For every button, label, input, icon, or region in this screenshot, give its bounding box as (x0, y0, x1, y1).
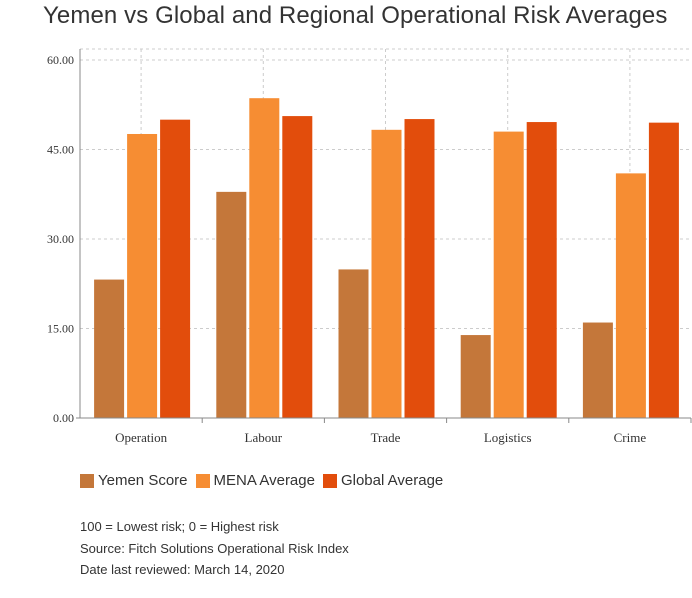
bar-mena-average (249, 98, 280, 418)
y-tick-label: 45.00 (47, 143, 74, 157)
legend-swatch-global (322, 473, 337, 488)
bar-yemen-score (216, 191, 247, 418)
source-note: Source: Fitch Solutions Operational Risk… (80, 540, 349, 556)
bar-yemen-score (582, 322, 613, 418)
bar-mena-average (493, 131, 524, 418)
legend-item-mena[interactable]: MENA Average (195, 472, 315, 489)
bar-yemen-score (94, 279, 125, 418)
legend: Yemen Score MENA Average Global Average (80, 472, 451, 489)
x-tick-label: Operation (115, 430, 167, 445)
bar-mena-average (615, 173, 646, 418)
legend-label-mena: MENA Average (213, 472, 315, 489)
bar-yemen-score (338, 269, 369, 418)
bar-global-average (526, 122, 557, 418)
legend-label-yemen: Yemen Score (98, 472, 188, 489)
bar-global-average (282, 116, 313, 418)
legend-item-yemen[interactable]: Yemen Score (80, 472, 188, 489)
bar-yemen-score (460, 335, 491, 418)
bar-global-average (648, 122, 679, 419)
bars (94, 98, 679, 419)
chart-title: Yemen vs Global and Regional Operational… (43, 2, 668, 29)
chart-notes: 100 = Lowest risk; 0 = Highest risk Sour… (80, 516, 349, 581)
legend-swatch-yemen (80, 473, 94, 488)
x-tick-label: Trade (371, 430, 401, 445)
y-tick-label: 30.00 (47, 232, 74, 246)
y-tick-label: 0.00 (53, 411, 74, 425)
legend-swatch-mena (195, 473, 210, 488)
bar-chart: 0.00 15.00 30.00 45.00 60.00 Operation Labour T… (47, 48, 692, 445)
scale-note: 100 = Lowest risk; 0 = Highest risk (80, 519, 279, 534)
bar-global-average (160, 119, 191, 419)
reviewed-note: Date last reviewed: March 14, 2020 (80, 562, 285, 577)
x-tick-label: Crime (614, 430, 647, 445)
legend-item-global[interactable]: Global Average (322, 472, 444, 489)
y-tick-label: 60.00 (47, 53, 74, 67)
y-tick-label: 15.00 (47, 322, 74, 336)
bar-mena-average (371, 129, 402, 418)
axes: 0.00 15.00 30.00 45.00 60.00 Operation Labour T… (47, 49, 692, 445)
x-tick-label: Logistics (484, 430, 532, 445)
bar-global-average (404, 119, 435, 418)
x-tick-label: Labour (245, 430, 283, 445)
bar-mena-average (127, 133, 158, 418)
legend-label-global: Global Average (340, 472, 444, 489)
